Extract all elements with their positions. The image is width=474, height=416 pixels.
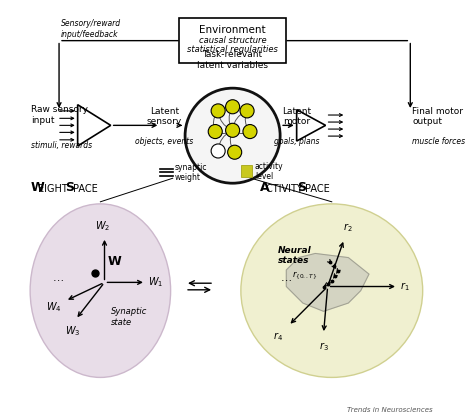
Text: $W_1$: $W_1$: [148, 275, 163, 289]
Text: $W_2$: $W_2$: [95, 219, 110, 233]
Bar: [241, 165, 253, 177]
Text: Neural
states: Neural states: [278, 246, 312, 265]
Text: CTIVITY: CTIVITY: [266, 183, 306, 193]
Circle shape: [240, 104, 254, 118]
Text: $\ldots$: $\ldots$: [281, 273, 292, 283]
Text: A: A: [259, 181, 269, 193]
Text: Latent
sensory: Latent sensory: [147, 106, 182, 126]
Text: Task-relevant
latent variables: Task-relevant latent variables: [197, 50, 268, 69]
Text: $r_3$: $r_3$: [319, 340, 328, 353]
Text: PACE: PACE: [73, 183, 98, 193]
Text: Raw sensory
input: Raw sensory input: [31, 105, 88, 125]
Ellipse shape: [30, 204, 171, 377]
Text: Latent
motor: Latent motor: [282, 106, 311, 126]
Polygon shape: [286, 253, 369, 311]
Text: goals, plans: goals, plans: [274, 136, 319, 146]
Text: PACE: PACE: [304, 183, 329, 193]
Circle shape: [211, 144, 225, 158]
Circle shape: [226, 100, 240, 114]
Text: $W_3$: $W_3$: [64, 324, 80, 337]
Text: $r_1$: $r_1$: [400, 280, 410, 293]
Text: Environment: Environment: [199, 25, 266, 35]
Ellipse shape: [241, 204, 423, 377]
Circle shape: [211, 104, 225, 118]
Text: muscle forces: muscle forces: [412, 136, 465, 146]
Circle shape: [208, 124, 222, 139]
Text: $W_4$: $W_4$: [46, 300, 61, 314]
Text: $\ldots$: $\ldots$: [52, 273, 64, 283]
Text: causal structure: causal structure: [199, 36, 266, 45]
Text: synaptic
weight: synaptic weight: [175, 163, 207, 182]
Text: Final motor
output: Final motor output: [412, 106, 464, 126]
Circle shape: [226, 123, 240, 137]
Text: EIGHT: EIGHT: [38, 183, 71, 193]
Text: $r_{\{0..T\}}$: $r_{\{0..T\}}$: [292, 269, 317, 281]
Text: $r_2$: $r_2$: [343, 221, 352, 234]
Ellipse shape: [185, 88, 280, 183]
Text: $r_4$: $r_4$: [273, 330, 283, 343]
Text: objects, events: objects, events: [135, 136, 193, 146]
Text: statistical regularities: statistical regularities: [187, 45, 278, 54]
Text: S: S: [65, 181, 74, 193]
Text: Trends in Neurosciences: Trends in Neurosciences: [347, 406, 433, 413]
Polygon shape: [78, 105, 111, 146]
Text: stimuli, rewards: stimuli, rewards: [31, 141, 92, 150]
Text: $\mathbf{W}$: $\mathbf{W}$: [107, 255, 122, 268]
Text: S: S: [298, 181, 307, 193]
Text: Sensory/reward
input/feedback: Sensory/reward input/feedback: [61, 19, 121, 39]
Text: Synaptic
state: Synaptic state: [111, 307, 147, 327]
Circle shape: [243, 124, 257, 139]
Polygon shape: [297, 110, 326, 141]
FancyBboxPatch shape: [179, 18, 286, 63]
Circle shape: [228, 145, 242, 159]
Text: W: W: [30, 181, 44, 193]
Text: activity
level: activity level: [255, 162, 283, 181]
